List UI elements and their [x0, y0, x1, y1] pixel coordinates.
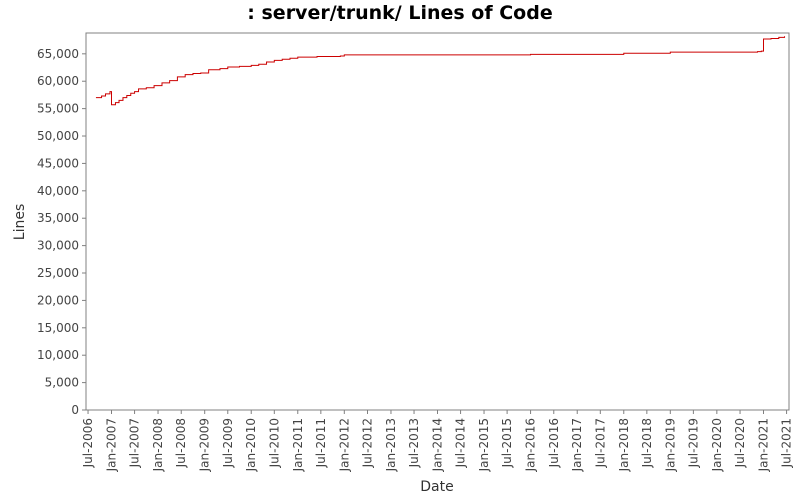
- series-group: [95, 36, 786, 106]
- x-tick-label: Jul-2007: [128, 418, 142, 468]
- x-tick-label: Jan-2016: [524, 418, 538, 472]
- x-tick-label: Jul-2014: [454, 418, 468, 468]
- y-tick-label: 45,000: [37, 156, 79, 170]
- x-tick-label: Jan-2009: [198, 418, 212, 472]
- x-axis: Jul-2006 Jan-2007 Jul-2007 Jan-2008 Jul-2008…: [81, 410, 794, 472]
- x-tick-label: Jul-2021: [780, 418, 794, 468]
- x-tick-label: Jan-2013: [384, 418, 398, 472]
- x-tick-label: Jul-2016: [547, 418, 561, 468]
- x-tick-label: Jul-2013: [407, 418, 421, 468]
- y-tick-label: 60,000: [37, 74, 79, 88]
- x-axis-label: Date: [420, 479, 453, 495]
- x-tick-label: Jul-2012: [361, 418, 375, 468]
- y-tick-label: 65,000: [37, 47, 79, 61]
- y-tick-label: 20,000: [37, 293, 79, 307]
- lines-of-code-line: [95, 36, 786, 106]
- y-axis: 0 5,000 10,000 15,000 20,000 25,000 30,000 35,0…: [37, 47, 86, 417]
- x-tick-label: Jan-2021: [757, 418, 771, 472]
- y-tick-label: 5,000: [45, 376, 79, 390]
- y-tick-label: 25,000: [37, 266, 79, 280]
- x-tick-label: Jan-2007: [104, 418, 118, 472]
- chart-title: : server/trunk/ Lines of Code: [247, 2, 553, 24]
- y-tick-label: 0: [71, 403, 79, 417]
- x-tick-label: Jan-2018: [617, 418, 631, 472]
- x-tick-label: Jan-2011: [291, 418, 305, 472]
- y-tick-label: 40,000: [37, 184, 79, 198]
- x-tick-label: Jan-2020: [710, 418, 724, 472]
- y-tick-label: 50,000: [37, 129, 79, 143]
- x-tick-label: Jul-2010: [267, 418, 281, 468]
- x-tick-label: Jul-2020: [733, 418, 747, 468]
- x-tick-label: Jul-2015: [500, 418, 514, 468]
- y-tick-label: 30,000: [37, 239, 79, 253]
- x-tick-label: Jul-2017: [593, 418, 607, 468]
- x-tick-label: Jul-2019: [686, 418, 700, 468]
- x-tick-label: Jul-2008: [174, 418, 188, 468]
- x-tick-label: Jul-2009: [221, 418, 235, 468]
- y-tick-label: 35,000: [37, 211, 79, 225]
- x-tick-label: Jul-2018: [640, 418, 654, 468]
- plot-area: [85, 32, 790, 411]
- y-tick-label: 55,000: [37, 102, 79, 116]
- y-axis-label: Lines: [12, 204, 28, 240]
- x-tick-label: Jan-2014: [431, 418, 445, 472]
- x-tick-label: Jan-2010: [244, 418, 258, 472]
- x-tick-label: Jul-2011: [314, 418, 328, 468]
- x-tick-label: Jan-2019: [663, 418, 677, 472]
- x-tick-label: Jan-2012: [337, 418, 351, 472]
- x-tick-label: Jan-2015: [477, 418, 491, 472]
- x-tick-label: Jul-2006: [81, 418, 95, 468]
- x-tick-label: Jan-2017: [570, 418, 584, 472]
- y-tick-label: 15,000: [37, 321, 79, 335]
- y-tick-label: 10,000: [37, 348, 79, 362]
- x-tick-label: Jan-2008: [151, 418, 165, 472]
